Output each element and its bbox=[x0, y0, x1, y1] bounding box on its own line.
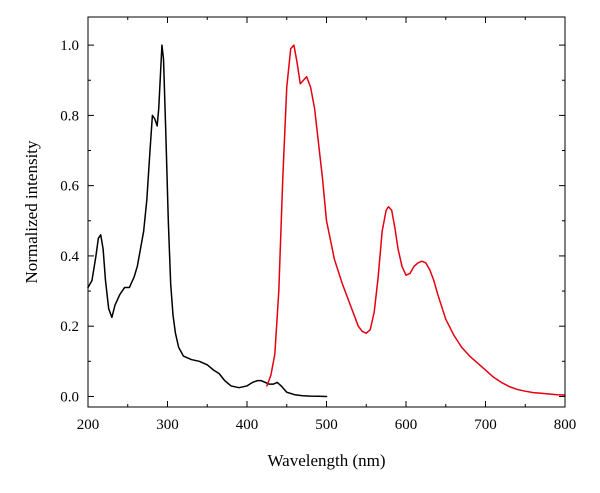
y-tick-label: 0.4 bbox=[60, 249, 79, 265]
x-axis-title: Wavelength (nm) bbox=[267, 451, 385, 470]
x-tick-label: 400 bbox=[236, 417, 259, 433]
tick-layer: 200 300 400 500 600 700 800 0.0 0.2 0.4 0.6 0.8 1.0 bbox=[60, 17, 576, 433]
x-tick-label: 800 bbox=[554, 417, 577, 433]
y-tick-label: 0.6 bbox=[60, 179, 79, 195]
y-tick-label: 0.8 bbox=[60, 108, 79, 124]
y-tick-label: 0.2 bbox=[60, 319, 79, 335]
series-layer bbox=[87, 44, 566, 398]
x-tick-label: 300 bbox=[156, 417, 179, 433]
series-1-line bbox=[266, 44, 566, 396]
x-tick-label: 200 bbox=[77, 417, 100, 433]
y-axis-title: Normalized intensity bbox=[22, 140, 41, 284]
x-tick-label: 600 bbox=[395, 417, 418, 433]
x-tick-label: 500 bbox=[315, 417, 338, 433]
series-0-line bbox=[87, 44, 328, 398]
x-tick-label: 700 bbox=[474, 417, 497, 433]
y-tick-label: 0.0 bbox=[60, 389, 79, 405]
y-tick-label: 1.0 bbox=[60, 38, 79, 54]
